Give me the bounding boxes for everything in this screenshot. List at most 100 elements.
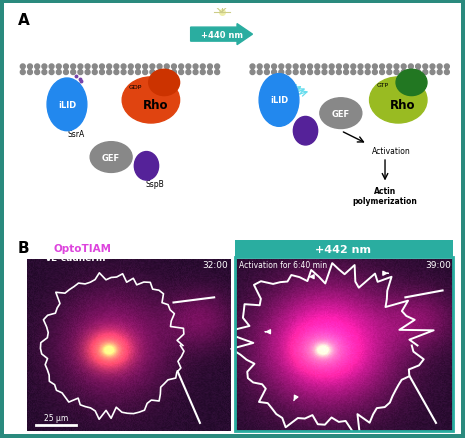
- Circle shape: [128, 65, 133, 70]
- Ellipse shape: [320, 99, 362, 129]
- Circle shape: [372, 65, 377, 70]
- Circle shape: [107, 65, 112, 70]
- Circle shape: [408, 71, 413, 75]
- Circle shape: [430, 71, 435, 75]
- Circle shape: [329, 71, 334, 75]
- Circle shape: [35, 71, 40, 75]
- Circle shape: [365, 71, 370, 75]
- Circle shape: [322, 71, 327, 75]
- Circle shape: [379, 71, 385, 75]
- FancyArrow shape: [191, 25, 252, 46]
- FancyBboxPatch shape: [235, 241, 453, 258]
- Text: GEF: GEF: [332, 110, 350, 118]
- Circle shape: [257, 65, 262, 70]
- Circle shape: [293, 71, 298, 75]
- Ellipse shape: [259, 74, 299, 127]
- Circle shape: [300, 65, 306, 70]
- Circle shape: [114, 65, 119, 70]
- Circle shape: [150, 71, 155, 75]
- Text: Rho: Rho: [143, 99, 168, 112]
- Circle shape: [279, 71, 284, 75]
- Circle shape: [56, 65, 61, 70]
- Circle shape: [416, 71, 420, 75]
- Circle shape: [143, 65, 147, 70]
- Circle shape: [27, 71, 33, 75]
- Circle shape: [200, 71, 205, 75]
- Text: iLID: iLID: [270, 96, 288, 105]
- Circle shape: [394, 71, 399, 75]
- Circle shape: [387, 71, 392, 75]
- Ellipse shape: [370, 78, 427, 124]
- Circle shape: [121, 65, 126, 70]
- Circle shape: [64, 65, 68, 70]
- Circle shape: [20, 65, 25, 70]
- Text: GTP: GTP: [377, 83, 389, 88]
- Circle shape: [379, 65, 385, 70]
- Text: +440 nm: +440 nm: [200, 31, 243, 39]
- Circle shape: [308, 65, 312, 70]
- Circle shape: [71, 65, 76, 70]
- Circle shape: [207, 71, 213, 75]
- Circle shape: [215, 71, 219, 75]
- Circle shape: [337, 71, 341, 75]
- Circle shape: [445, 65, 449, 70]
- Circle shape: [179, 71, 184, 75]
- Circle shape: [157, 71, 162, 75]
- Circle shape: [135, 65, 140, 70]
- Text: A: A: [18, 13, 30, 28]
- Circle shape: [186, 65, 191, 70]
- Text: +442 nm: +442 nm: [315, 244, 371, 254]
- Text: 25 μm: 25 μm: [44, 413, 68, 422]
- Text: VE-cadherin: VE-cadherin: [45, 254, 106, 262]
- Text: Activation: Activation: [372, 147, 411, 156]
- Circle shape: [121, 71, 126, 75]
- Circle shape: [408, 65, 413, 70]
- Circle shape: [423, 71, 428, 75]
- Circle shape: [71, 71, 76, 75]
- Circle shape: [329, 65, 334, 70]
- Circle shape: [200, 65, 205, 70]
- Ellipse shape: [90, 142, 132, 173]
- Ellipse shape: [293, 117, 318, 145]
- Text: B: B: [18, 241, 29, 256]
- Circle shape: [135, 71, 140, 75]
- Circle shape: [401, 71, 406, 75]
- Ellipse shape: [134, 152, 159, 180]
- Text: Activation for 6:40 min: Activation for 6:40 min: [239, 261, 327, 270]
- Circle shape: [265, 65, 269, 70]
- Circle shape: [150, 65, 155, 70]
- Circle shape: [315, 65, 320, 70]
- Circle shape: [85, 65, 90, 70]
- Circle shape: [93, 71, 97, 75]
- Circle shape: [186, 71, 191, 75]
- Text: iLID: iLID: [58, 101, 76, 110]
- Text: Actin
polymerization: Actin polymerization: [352, 186, 418, 205]
- Circle shape: [344, 71, 349, 75]
- Circle shape: [85, 71, 90, 75]
- Circle shape: [372, 71, 377, 75]
- Circle shape: [286, 71, 291, 75]
- Circle shape: [272, 65, 277, 70]
- Circle shape: [394, 65, 399, 70]
- Circle shape: [401, 65, 406, 70]
- Ellipse shape: [149, 70, 179, 96]
- Circle shape: [164, 71, 169, 75]
- Circle shape: [265, 71, 269, 75]
- Circle shape: [358, 65, 363, 70]
- Circle shape: [157, 65, 162, 70]
- Circle shape: [20, 71, 25, 75]
- Text: SsrA: SsrA: [67, 129, 85, 138]
- Circle shape: [179, 65, 184, 70]
- Circle shape: [114, 71, 119, 75]
- Circle shape: [64, 71, 68, 75]
- Circle shape: [35, 65, 40, 70]
- Circle shape: [193, 71, 198, 75]
- Circle shape: [293, 65, 298, 70]
- Circle shape: [416, 65, 420, 70]
- Circle shape: [358, 71, 363, 75]
- Circle shape: [78, 65, 83, 70]
- Circle shape: [128, 71, 133, 75]
- Circle shape: [27, 65, 33, 70]
- Circle shape: [351, 71, 356, 75]
- Circle shape: [257, 71, 262, 75]
